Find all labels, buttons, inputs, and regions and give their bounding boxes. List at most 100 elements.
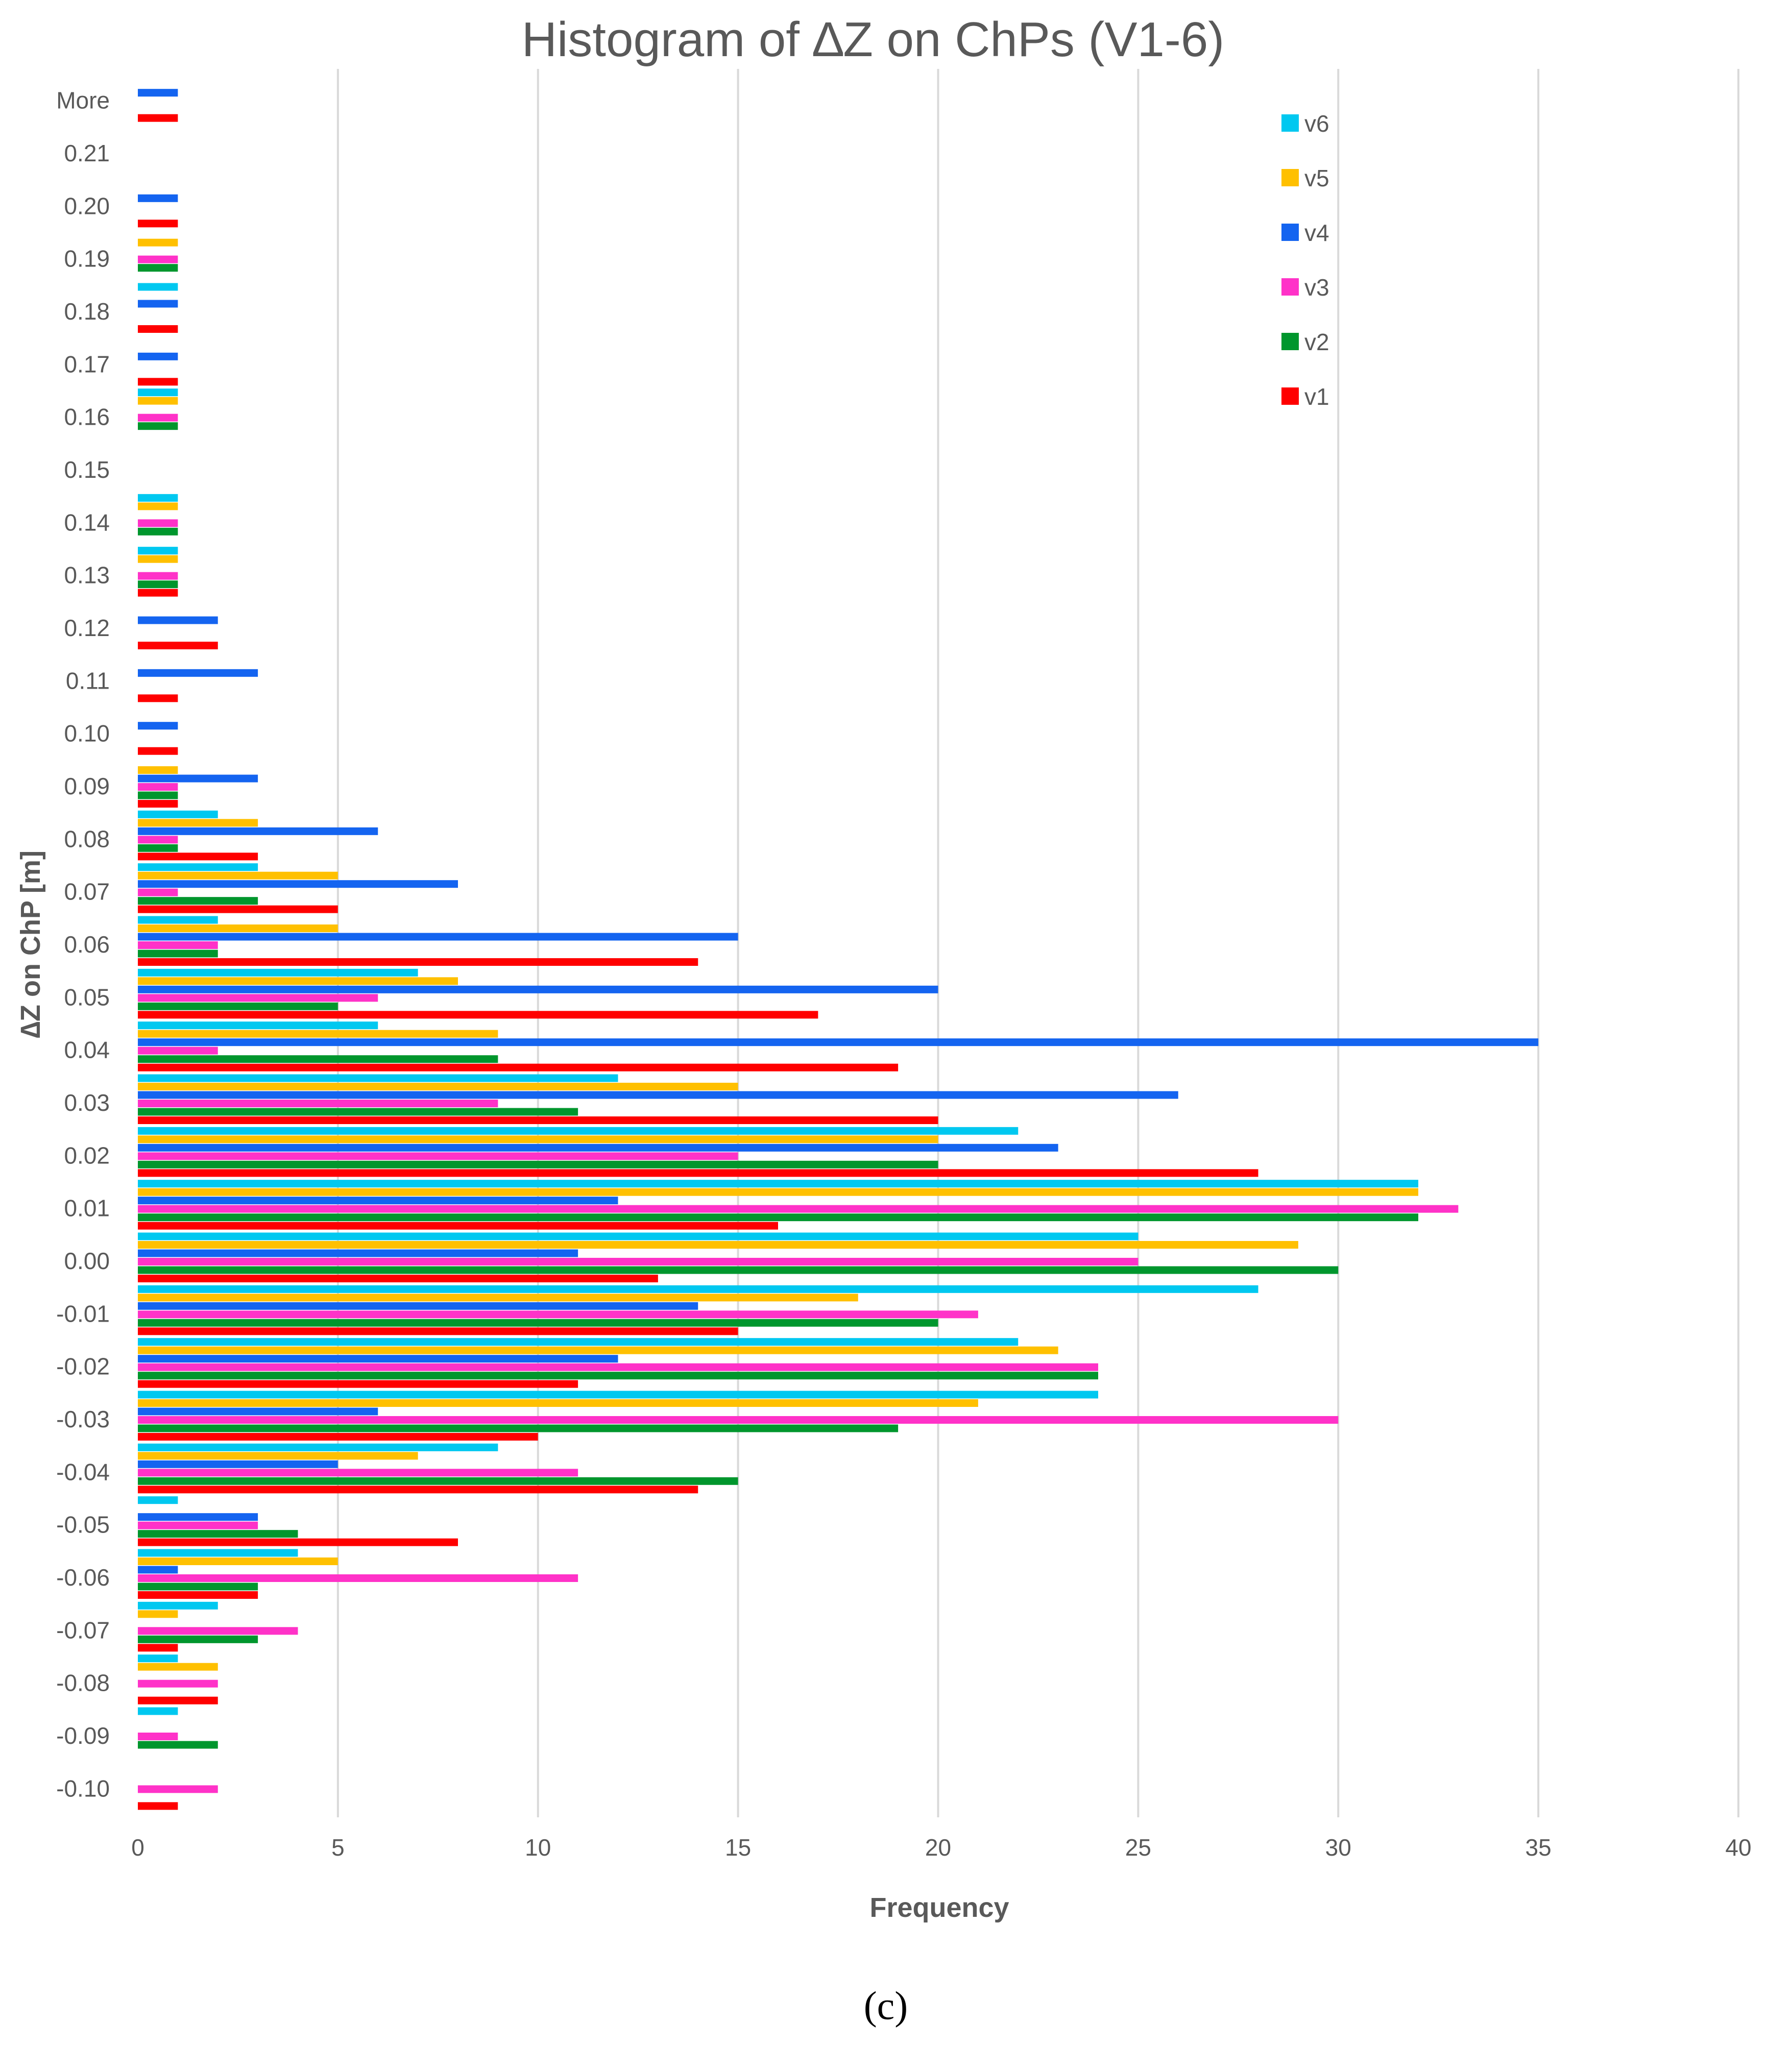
bar-v6: [138, 968, 418, 977]
bar-v3: [138, 1205, 1459, 1213]
y-tick-label: 0.01: [64, 1195, 110, 1222]
y-tick-label: 0.21: [64, 140, 110, 166]
legend-swatch-v6: [1281, 114, 1299, 132]
bar-v4: [138, 1407, 378, 1416]
y-tick-label: -0.01: [56, 1300, 110, 1327]
bar-v1: [138, 1116, 938, 1124]
panel-label: (c): [864, 1983, 908, 2028]
bar-v4: [138, 1249, 578, 1257]
bar-v5: [138, 819, 258, 827]
bar-v2: [138, 791, 178, 799]
bar-v4: [138, 827, 378, 835]
y-tick-label: -0.05: [56, 1512, 110, 1538]
bar-v1: [138, 1169, 1258, 1177]
bar-v4: [138, 1355, 618, 1363]
bar-v6: [138, 1338, 1019, 1346]
y-tick-label: 0.08: [64, 825, 110, 852]
y-tick-label: -0.09: [56, 1722, 110, 1749]
y-tick-label: -0.06: [56, 1564, 110, 1591]
bar-v2: [138, 422, 178, 430]
bar-v5: [138, 1294, 858, 1302]
bar-v2: [138, 1741, 218, 1749]
x-tick-label: 35: [1525, 1834, 1552, 1861]
bar-v3: [138, 1574, 578, 1582]
bar-v3: [138, 572, 178, 580]
bar-v1: [138, 220, 178, 228]
bar-v2: [138, 1213, 1418, 1222]
bars: [138, 89, 1539, 1810]
bar-v1: [138, 800, 178, 808]
bar-v4: [138, 616, 218, 624]
bar-v5: [138, 1083, 738, 1090]
bar-v5: [138, 1135, 938, 1143]
y-tick-label: 0.09: [64, 773, 110, 799]
bar-v1: [138, 1380, 578, 1388]
bar-v6: [138, 863, 258, 871]
bar-v2: [138, 264, 178, 272]
bar-v3: [138, 994, 378, 1002]
y-tick-label: 0.13: [64, 562, 110, 589]
bar-v4: [138, 300, 178, 308]
bar-v5: [138, 1663, 218, 1671]
bar-v2: [138, 1635, 258, 1643]
y-tick-label: 0.19: [64, 246, 110, 272]
bar-v3: [138, 1469, 578, 1477]
bar-v6: [138, 547, 178, 555]
bar-v1: [138, 905, 338, 913]
bar-v6: [138, 1601, 218, 1610]
y-tick-label: 0.16: [64, 404, 110, 430]
y-tick-label: -0.02: [56, 1353, 110, 1380]
bar-v1: [138, 325, 178, 333]
legend-swatch-v5: [1281, 169, 1299, 186]
bar-v6: [138, 810, 218, 818]
bar-v5: [138, 1399, 978, 1407]
bar-v1: [138, 1063, 899, 1072]
bar-v3: [138, 1363, 1098, 1371]
bar-v6: [138, 1549, 298, 1557]
bar-v1: [138, 114, 178, 122]
bar-v2: [138, 1108, 578, 1116]
bar-v3: [138, 888, 178, 896]
bar-v3: [138, 1258, 1139, 1265]
legend-label-v2: v2: [1304, 329, 1329, 355]
bar-v1: [138, 958, 698, 966]
bar-v2: [138, 1583, 258, 1591]
legend: v6 v5 v4 v3 v2 v1: [1281, 110, 1329, 410]
bar-v3: [138, 255, 178, 263]
bar-v6: [138, 1021, 378, 1030]
y-axis-label: ∆Z on ChP [m]: [15, 850, 46, 1038]
bar-v6: [138, 1180, 1418, 1188]
bar-v2: [138, 1266, 1339, 1274]
bar-v1: [138, 1222, 778, 1230]
legend-label-v5: v5: [1304, 165, 1329, 191]
bar-v4: [138, 880, 458, 888]
bar-v5: [138, 1610, 178, 1618]
bar-v3: [138, 1679, 218, 1688]
bar-v6: [138, 388, 178, 397]
bar-v1: [138, 1011, 818, 1019]
bar-v1: [138, 1275, 658, 1282]
bar-v5: [138, 766, 178, 774]
y-tick-label: 0.05: [64, 984, 110, 1010]
bar-v2: [138, 527, 178, 535]
y-tick-label: 0.00: [64, 1248, 110, 1274]
y-tick-label: -0.10: [56, 1775, 110, 1801]
y-tick-label: 0.07: [64, 879, 110, 905]
bar-v6: [138, 1654, 178, 1663]
bar-v2: [138, 1530, 298, 1538]
bar-v4: [138, 722, 178, 730]
bar-v5: [138, 1241, 1298, 1249]
bar-v2: [138, 897, 258, 905]
legend-label-v6: v6: [1304, 110, 1329, 137]
bar-v6: [138, 283, 178, 291]
bar-v5: [138, 555, 178, 563]
legend-swatch-v3: [1281, 278, 1299, 296]
legend-swatch-v2: [1281, 333, 1299, 350]
x-tick-label: 15: [725, 1834, 751, 1861]
bar-v5: [138, 238, 178, 247]
bar-v1: [138, 1591, 258, 1599]
legend-label-v1: v1: [1304, 383, 1329, 410]
bar-v1: [138, 694, 178, 702]
bar-v6: [138, 1496, 178, 1504]
